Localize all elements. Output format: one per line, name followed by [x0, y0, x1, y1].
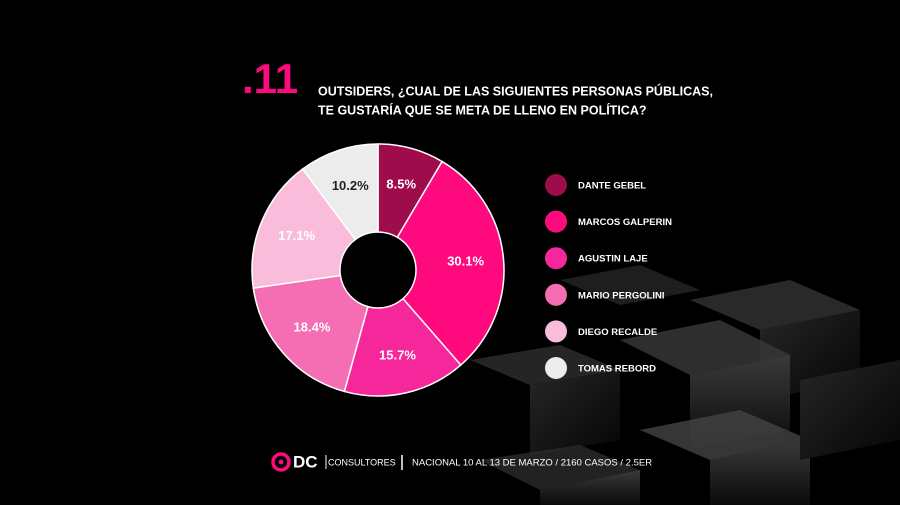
legend-swatch [545, 283, 567, 306]
donut-segment [396, 160, 505, 367]
legend-label: DIEGO RECALDE [578, 327, 657, 338]
data-label: 15.7% [379, 347, 416, 362]
legend-swatch [545, 320, 567, 343]
legend-swatch [545, 174, 567, 196]
footer-note: NACIONAL 10 AL 13 DE MARZO / 2160 CASOS … [412, 458, 652, 469]
legend-swatch [545, 357, 567, 379]
brand-sub: CONSULTORES [328, 457, 396, 467]
logo-ring [271, 452, 291, 472]
donut-segment [251, 167, 357, 289]
chart-title: OUTSIDERS, ¿CUAL DE LAS SIGUIENTES PERSO… [318, 83, 713, 98]
logo-dot [278, 459, 284, 465]
brand: DC [293, 452, 318, 471]
legend-label: MARIO PERGOLINI [578, 290, 665, 301]
legend-swatch [545, 247, 567, 270]
legend-label: TOMAS REBORD [578, 364, 656, 375]
background-cubes [470, 265, 900, 505]
legend-swatch [545, 210, 567, 233]
slide-number: .11 [242, 55, 298, 102]
donut-segment [343, 297, 462, 397]
data-label: 8.5% [386, 177, 416, 192]
legend-label: MARCOS GALPERIN [578, 217, 672, 228]
footer: DC CONSULTORES NACIONAL 10 AL 13 DE MARZ… [271, 452, 652, 472]
donut-segment [252, 274, 369, 393]
legend-label: AGUSTIN LAJE [578, 254, 648, 265]
donut-hole [341, 233, 415, 307]
data-label: 17.1% [278, 228, 315, 243]
legend-label: DANTE GEBEL [578, 181, 646, 192]
data-label: 18.4% [294, 320, 331, 335]
data-label: 30.1% [447, 253, 484, 268]
chart-title: TE GUSTARÍA QUE SE META DE LLENO EN POLÍ… [318, 102, 646, 117]
data-label: 10.2% [332, 178, 369, 193]
donut-segment [301, 143, 379, 241]
